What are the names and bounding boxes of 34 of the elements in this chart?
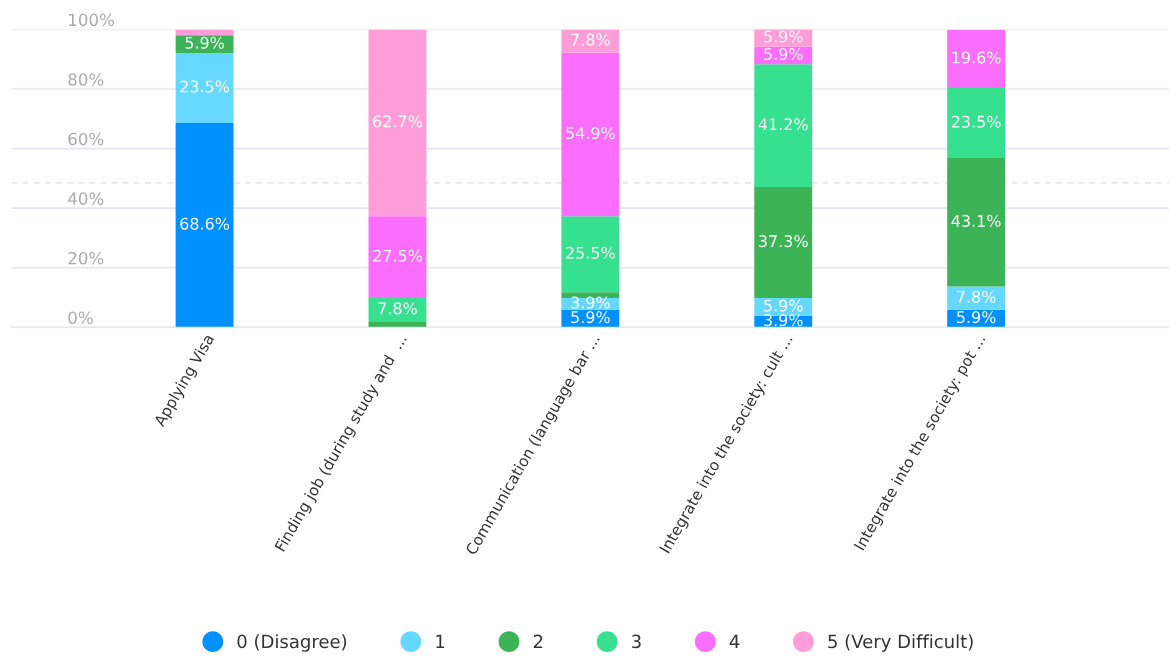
y-tick-label: 80% — [68, 73, 104, 86]
data-label: 62.7% — [373, 115, 422, 128]
data-label: 23.5% — [951, 115, 1001, 128]
legend-label: 1 — [436, 634, 445, 648]
data-label: 43.1% — [951, 214, 1001, 227]
legend-label: 0 (Disagree) — [237, 634, 347, 652]
data-label: 27.5% — [373, 249, 422, 262]
legend-label: 5 (Very Difficult) — [828, 634, 973, 652]
y-tick-label: 40% — [68, 192, 104, 205]
data-label: 5.9% — [764, 299, 803, 312]
y-tick-label: 60% — [68, 132, 104, 146]
data-label: 7.8% — [957, 290, 996, 303]
y-tick-label: 100% — [69, 13, 114, 27]
data-label: 54.9% — [566, 126, 615, 140]
data-label: 3.9% — [571, 296, 610, 309]
data-label: 19.6% — [952, 51, 1001, 64]
data-label: 5.9% — [571, 311, 610, 324]
data-label: 41.2% — [758, 118, 808, 131]
data-label: 5.9% — [764, 48, 803, 61]
data-label: 23.5% — [180, 80, 230, 93]
data-label: 25.5% — [566, 246, 615, 259]
data-label: 5.9% — [957, 311, 996, 324]
data-label: 3.9% — [764, 314, 803, 327]
data-label: 5.9% — [185, 36, 224, 49]
data-label: 7.8% — [571, 33, 610, 46]
data-label: 37.3% — [759, 235, 808, 248]
y-tick-label: 20% — [68, 251, 104, 265]
legend-label: 4 — [729, 634, 740, 648]
legend-label: 3 — [632, 634, 641, 649]
data-label: 7.8% — [378, 302, 417, 315]
legend-label: 2 — [533, 634, 543, 648]
y-tick-label: 0% — [68, 311, 93, 325]
data-label: 68.6% — [180, 217, 230, 230]
data-label: 5.9% — [764, 30, 803, 43]
